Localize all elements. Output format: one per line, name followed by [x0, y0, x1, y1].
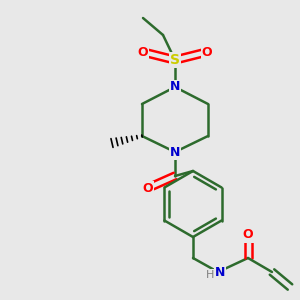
Text: N: N	[170, 80, 180, 94]
Text: O: O	[138, 46, 148, 59]
Text: N: N	[170, 146, 180, 158]
Text: O: O	[143, 182, 153, 194]
Text: O: O	[202, 46, 212, 59]
Text: H: H	[206, 270, 214, 280]
Text: O: O	[243, 229, 253, 242]
Text: S: S	[170, 53, 180, 67]
Text: N: N	[215, 266, 225, 278]
